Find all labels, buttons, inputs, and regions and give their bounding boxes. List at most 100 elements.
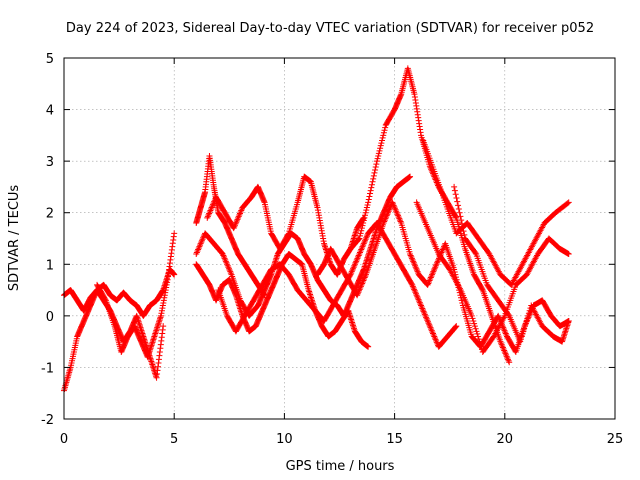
data-point	[374, 155, 381, 162]
data-point	[416, 299, 423, 306]
data-point	[495, 314, 502, 321]
series-track-8	[204, 173, 367, 278]
data-point	[360, 277, 367, 284]
data-point	[471, 320, 478, 327]
data-point	[379, 137, 386, 144]
y-tick-label: 1	[46, 258, 54, 273]
data-point	[193, 250, 200, 257]
data-point	[370, 175, 377, 182]
data-point	[498, 341, 505, 348]
data-point	[414, 295, 421, 302]
x-axis-label: GPS time / hours	[286, 459, 395, 474]
data-point	[225, 264, 232, 271]
data-point	[517, 338, 524, 345]
data-point	[498, 340, 505, 347]
data-point	[414, 268, 421, 275]
data-point	[193, 249, 200, 256]
data-point	[461, 231, 468, 238]
data-point	[355, 252, 362, 259]
data-point	[429, 329, 436, 336]
data-point	[452, 324, 459, 331]
data-point	[525, 312, 532, 319]
data-point	[225, 265, 232, 272]
data-point	[380, 132, 387, 139]
data-point	[160, 323, 167, 330]
data-point	[456, 285, 463, 292]
data-point	[434, 258, 441, 265]
series-track-11	[413, 199, 572, 355]
data-point	[395, 212, 402, 219]
series-track-12	[420, 137, 572, 288]
data-point	[394, 211, 401, 218]
data-point	[210, 200, 217, 207]
data-point	[409, 283, 416, 290]
data-point	[204, 213, 211, 220]
data-point	[197, 242, 204, 249]
data-point	[356, 287, 363, 294]
data-point	[421, 311, 428, 318]
y-axis-label: SDTVAR / TECUs	[7, 185, 22, 292]
y-tick-label: -2	[41, 413, 54, 428]
data-point	[386, 206, 393, 213]
data-point	[380, 129, 387, 136]
data-point	[459, 224, 466, 231]
data-point	[439, 248, 446, 255]
data-point	[196, 243, 203, 250]
data-point	[360, 220, 367, 227]
data-point	[383, 214, 390, 221]
data-point	[564, 200, 571, 207]
data-point	[360, 217, 367, 224]
y-tick-label: 3	[46, 155, 54, 170]
data-point	[410, 284, 417, 291]
x-tick-label: 15	[386, 432, 403, 447]
data-point	[356, 249, 363, 256]
data-point	[433, 337, 440, 344]
data-point	[427, 324, 434, 331]
data-point	[206, 208, 213, 215]
data-point	[501, 314, 508, 321]
data-point	[350, 265, 357, 272]
data-point	[361, 239, 368, 246]
data-point	[565, 199, 572, 206]
data-point	[426, 321, 433, 328]
data-point	[356, 286, 363, 293]
data-point	[430, 268, 437, 275]
data-point	[396, 217, 403, 224]
data-point	[357, 248, 364, 255]
data-point	[393, 208, 400, 215]
data-point	[410, 258, 417, 265]
data-point	[458, 220, 465, 227]
axis-ticks	[63, 57, 616, 420]
data-point	[471, 323, 478, 330]
data-point	[472, 249, 479, 256]
data-point	[476, 338, 483, 345]
data-point	[479, 285, 486, 292]
data-point	[408, 253, 415, 260]
data-point	[412, 264, 419, 271]
data-point	[500, 346, 507, 353]
data-point	[432, 336, 439, 343]
data-point	[373, 161, 380, 168]
data-point	[472, 325, 479, 332]
data-point	[208, 206, 215, 213]
data-point	[426, 277, 433, 284]
data-point	[373, 158, 380, 165]
data-point	[171, 230, 178, 237]
data-point	[433, 339, 440, 346]
data-point	[495, 312, 502, 319]
data-point	[431, 334, 438, 341]
data-point	[424, 281, 431, 288]
x-tick-label: 10	[276, 432, 293, 447]
data-point	[236, 211, 243, 218]
data-point	[522, 320, 529, 327]
data-point	[428, 326, 435, 333]
data-point	[503, 332, 510, 339]
data-point	[430, 330, 437, 337]
data-point	[418, 304, 425, 311]
data-point	[520, 328, 527, 335]
data-point	[375, 150, 382, 157]
data-point	[500, 326, 507, 333]
data-point	[224, 261, 231, 268]
data-point	[390, 202, 397, 209]
data-point	[220, 253, 227, 260]
